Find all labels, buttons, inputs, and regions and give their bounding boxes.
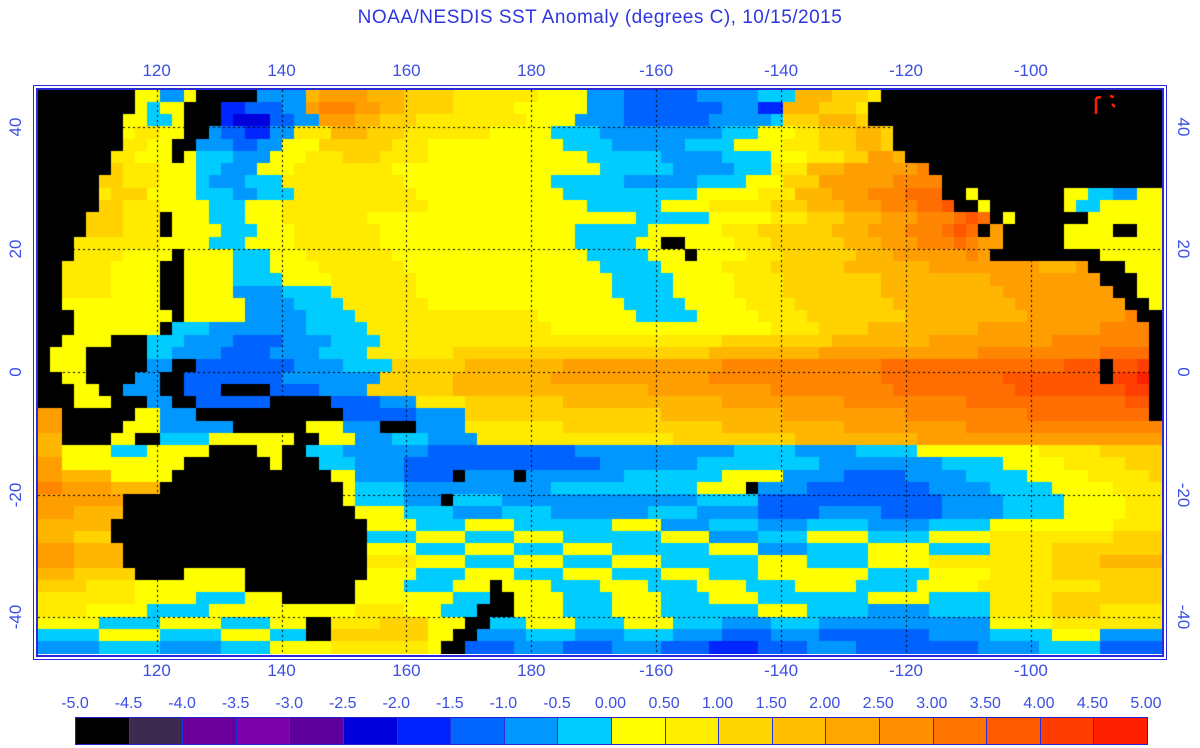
lon-label: -100: [1013, 661, 1048, 680]
lat-label: 40: [6, 117, 25, 137]
lat-label: -40: [6, 604, 25, 630]
lon-label: 180: [517, 61, 546, 80]
lon-label: 120: [142, 661, 171, 680]
colorbar-cell: [504, 718, 559, 744]
lon-label: -140: [764, 61, 799, 80]
lon-label: -140: [764, 661, 799, 680]
cb-label: -4.5: [114, 695, 143, 712]
lat-label: -40: [1174, 604, 1193, 630]
cb-label: -2.5: [328, 695, 357, 712]
lon-label: -100: [1013, 61, 1048, 80]
cb-label: 0.00: [594, 695, 627, 712]
colorbar-cell: [129, 718, 184, 744]
cb-label: 3.00: [916, 695, 948, 712]
colorbar-cell: [826, 718, 880, 744]
colorbar: [75, 717, 1148, 745]
lon-label: 140: [267, 61, 296, 80]
cb-label: 4.50: [1076, 695, 1109, 712]
lon-label: -160: [639, 661, 674, 680]
cb-label: 5.00: [1130, 695, 1162, 712]
sst-map-canvas: [38, 90, 1162, 654]
cb-label: -4.0: [168, 695, 196, 712]
lon-label: 140: [267, 661, 296, 680]
cb-label: -3.0: [275, 695, 303, 712]
map-outer-frame: [33, 85, 1167, 660]
colorbar-cell: [719, 718, 773, 744]
colorbar-cell: [558, 718, 612, 744]
colorbar-cell: [343, 718, 398, 744]
cb-label: 2.50: [862, 695, 894, 712]
colorbar-cell: [290, 718, 344, 744]
cb-label: -1.0: [489, 695, 518, 712]
cb-label: -5.0: [61, 695, 89, 712]
colorbar-cell: [397, 718, 452, 744]
lon-label: -120: [888, 661, 923, 680]
cb-label: 1.50: [755, 695, 787, 712]
colorbar-cell: [879, 718, 934, 744]
colorbar-cell: [451, 718, 505, 744]
colorbar-cell: [1040, 718, 1095, 744]
lat-label: 0: [1174, 367, 1193, 377]
colorbar-cell: [987, 718, 1041, 744]
lon-label: -160: [639, 61, 674, 80]
cb-label: -2.0: [382, 695, 411, 712]
lat-label: -20: [1174, 482, 1193, 507]
cb-label: 1.00: [702, 695, 734, 712]
lat-label: 20: [1174, 239, 1193, 259]
colorbar-cell: [611, 718, 666, 744]
cb-label: -3.5: [221, 695, 250, 712]
colorbar-cell: [665, 718, 720, 744]
cb-label: -1.5: [436, 695, 464, 712]
colorbar-cell: [933, 718, 988, 744]
colorbar-cell: [76, 718, 130, 744]
colorbar-cell: [183, 718, 237, 744]
lon-label: -120: [888, 61, 923, 80]
lon-label: 180: [517, 661, 546, 680]
lat-label: 0: [6, 367, 25, 377]
cb-label: 4.00: [1023, 695, 1055, 712]
cb-label: 2.00: [809, 695, 841, 712]
cb-label: 0.50: [648, 695, 680, 712]
colorbar-cell: [772, 718, 827, 744]
lon-label: 160: [392, 61, 421, 80]
map-corner-artifact-icon: [1094, 94, 1116, 114]
colorbar-cell: [236, 718, 291, 744]
page-title: NOAA/NESDIS SST Anomaly (degrees C), 10/…: [357, 7, 843, 28]
lat-label: 40: [1174, 117, 1193, 137]
lon-label: 160: [392, 661, 421, 680]
lat-label: 20: [6, 239, 25, 259]
cb-label: -0.5: [543, 695, 571, 712]
lon-label: 120: [142, 61, 171, 80]
colorbar-cell: [1094, 718, 1147, 744]
cb-label: 3.50: [969, 695, 1001, 712]
map-inner-frame: [36, 88, 1164, 657]
lat-label: -20: [6, 482, 25, 507]
